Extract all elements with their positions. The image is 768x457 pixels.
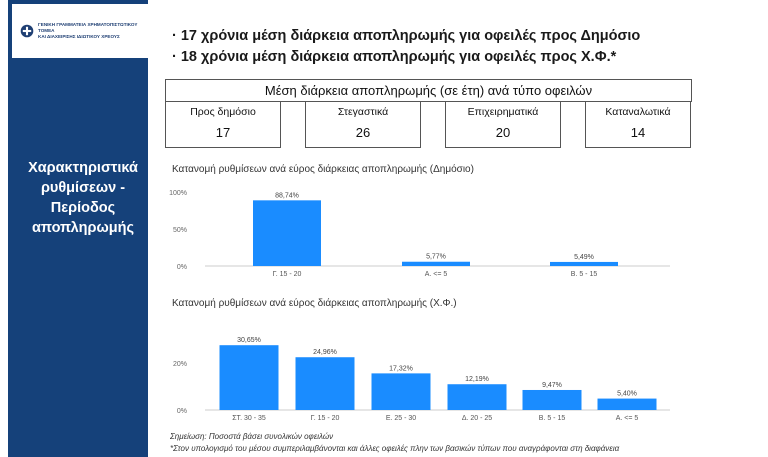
bullet-text: 18 χρόνια μέση διάρκεια αποπληρωμής για …: [180, 49, 617, 65]
x-tick-label: Δ. 20 - 25: [462, 415, 492, 422]
data-label: 5,77%: [426, 254, 446, 261]
card-value: 17: [215, 125, 231, 140]
data-label: 30,65%: [237, 337, 261, 344]
data-label: 9,47%: [542, 382, 562, 389]
key-points: · 17 χρόνια μέση διάρκεια αποπληρωμής γι…: [172, 26, 640, 68]
section-title-line: ρυθμίσεων -: [40, 180, 126, 196]
organization-name: ΓΕΝΙΚΗ ΓΡΑΜΜΑΤΕΙΑ ΧΡΗΜΑΤΟΠΙΣΤΩΤΙΚΟΥ ΤΟΜΕ…: [38, 22, 150, 40]
bar: [597, 398, 657, 410]
y-tick-label: 0%: [177, 264, 187, 271]
data-label: 5,40%: [617, 391, 637, 398]
x-tick-label: Α. <= 5: [616, 415, 639, 422]
bar: [447, 384, 507, 410]
x-tick-label: ΣΤ. 30 - 35: [232, 415, 266, 422]
bullet-text: 17 χρόνια μέση διάρκεια αποπληρωμής για …: [180, 28, 641, 44]
summary-card-public: Προς δημόσιο 17: [165, 101, 281, 148]
bar: [295, 357, 355, 410]
summary-title: Μέση διάρκεια αποπληρωμής (σε έτη) ανά τ…: [165, 79, 692, 102]
bar: [219, 345, 279, 410]
data-label: 12,19%: [465, 376, 489, 383]
section-title-line: Χαρακτηριστικά: [28, 160, 138, 176]
chart-title-private: Κατανομή ρυθμίσεων ανά εύρος διάρκειας α…: [172, 298, 457, 309]
card-label: Στεγαστικά: [337, 106, 389, 118]
bar: [402, 261, 470, 266]
summary-card-consumer: Καταναλωτικά 14: [585, 101, 691, 148]
summary-card-housing: Στεγαστικά 26: [305, 101, 421, 148]
summary-card-business: Επιχειρηματικά 20: [445, 101, 561, 148]
card-label: Καταναλωτικά: [605, 106, 671, 118]
data-label: 5,49%: [574, 254, 594, 261]
y-tick-label: 100%: [169, 190, 187, 197]
bullet-item: · 17 χρόνια μέση διάρκεια αποπληρωμής γι…: [172, 28, 641, 44]
x-tick-label: Γ. 15 - 20: [273, 271, 302, 278]
card-value: 20: [495, 125, 511, 140]
chart-private: 20% 0% 30,65% ΣΤ. 30 - 35 24,96% Γ. 15 - 20 17…: [173, 337, 670, 422]
chart-public: 100% 50% 0% 88,74% Γ. 15 - 20 5,77% Α. <= 5 5,4…: [169, 190, 670, 278]
bullet-item: · 18 χρόνια μέση διάρκεια αποπληρωμής γι…: [172, 49, 617, 65]
data-label: 24,96%: [313, 349, 337, 356]
card-value: 14: [630, 125, 646, 140]
x-tick-label: Γ. 15 - 20: [311, 415, 340, 422]
x-tick-label: Α. <= 5: [425, 271, 448, 278]
card-label: Προς δημόσιο: [190, 106, 256, 118]
bar: [522, 389, 582, 410]
section-title: Χαρακτηριστικά ρυθμίσεων - Περίοδος αποπ…: [8, 158, 158, 238]
section-title-line: Περίοδος: [50, 200, 116, 216]
bar: [253, 200, 321, 266]
logo: ΓΕΝΙΚΗ ΓΡΑΜΜΑΤΕΙΑ ΧΡΗΜΑΤΟΠΙΣΤΩΤΙΚΟΥ ΤΟΜΕ…: [12, 4, 150, 58]
x-tick-label: Ε. 25 - 30: [386, 415, 416, 422]
x-tick-label: Β. 5 - 15: [539, 415, 566, 422]
note-line: Σημείωση: Ποσοστά βάσει συνολικών οφειλώ…: [170, 432, 334, 441]
sidebar: ΓΕΝΙΚΗ ΓΡΑΜΜΑΤΕΙΑ ΧΡΗΜΑΤΟΠΙΣΤΩΤΙΚΟΥ ΤΟΜΕ…: [8, 0, 150, 457]
section-title-line: αποπληρωμής: [31, 220, 135, 236]
greek-emblem-icon: [20, 24, 34, 38]
org-line-2: ΚΑΙ ΔΙΑΧΕΙΡΙΣΗΣ ΙΔΙΩΤΙΚΟΥ ΧΡΕΟΥΣ: [38, 34, 120, 39]
data-label: 17,32%: [389, 365, 413, 372]
data-label: 88,74%: [275, 192, 299, 199]
y-tick-label: 50%: [173, 227, 187, 234]
x-tick-label: Β. 5 - 15: [571, 271, 598, 278]
y-tick-label: 20%: [173, 361, 187, 368]
footnote-line: *Στον υπολογισμό του μέσου συμπεριλαμβάν…: [170, 444, 620, 453]
card-value: 26: [355, 125, 371, 140]
org-line-1: ΓΕΝΙΚΗ ΓΡΑΜΜΑΤΕΙΑ ΧΡΗΜΑΤΟΠΙΣΤΩΤΙΚΟΥ ΤΟΜΕ…: [38, 22, 138, 33]
y-tick-label: 0%: [177, 408, 187, 415]
bar: [371, 373, 431, 410]
bar: [550, 261, 618, 266]
card-label: Επιχειρηματικά: [467, 106, 539, 118]
chart-title-public: Κατανομή ρυθμίσεων ανά εύρος διάρκειας α…: [172, 164, 474, 175]
